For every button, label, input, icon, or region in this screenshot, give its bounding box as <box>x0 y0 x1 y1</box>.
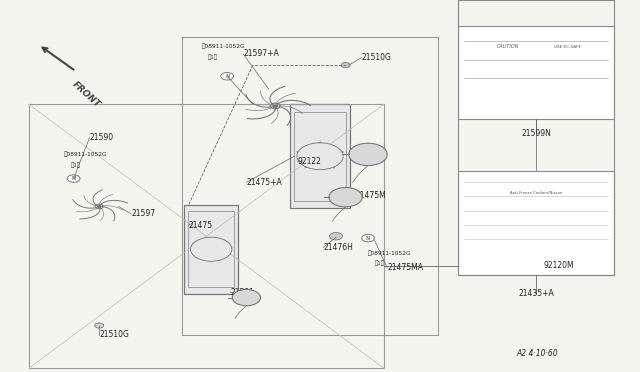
Text: FRONT: FRONT <box>70 80 102 110</box>
Text: （1）: （1） <box>70 162 81 168</box>
Circle shape <box>191 237 232 261</box>
Text: 21599N: 21599N <box>522 129 551 138</box>
Circle shape <box>270 103 280 109</box>
Circle shape <box>317 154 323 158</box>
Circle shape <box>67 175 80 182</box>
Circle shape <box>221 73 234 80</box>
Bar <box>294 112 346 201</box>
Circle shape <box>209 248 214 251</box>
Bar <box>184 205 239 294</box>
Circle shape <box>329 187 362 207</box>
Bar <box>458 26 614 119</box>
Bar <box>188 211 234 287</box>
Circle shape <box>97 205 101 208</box>
Circle shape <box>341 62 350 68</box>
Text: 21435+A: 21435+A <box>518 289 554 298</box>
Text: Anti-Freeze Coolant/Nissan: Anti-Freeze Coolant/Nissan <box>510 192 562 195</box>
Text: CAUTION: CAUTION <box>497 44 519 49</box>
Bar <box>290 104 351 208</box>
Text: 21510G: 21510G <box>362 53 392 62</box>
Text: A2 4·10·60: A2 4·10·60 <box>516 349 559 358</box>
Circle shape <box>95 323 104 328</box>
Text: （1）: （1） <box>208 54 218 60</box>
Text: （1）: （1） <box>374 260 385 266</box>
Text: USE EC-SAFE: USE EC-SAFE <box>554 45 581 48</box>
Text: ⓝ08911-1052G: ⓝ08911-1052G <box>368 250 412 256</box>
Text: 21475MA: 21475MA <box>387 263 423 272</box>
Text: 21475+A: 21475+A <box>246 178 282 187</box>
Circle shape <box>232 289 260 306</box>
Text: 21475M: 21475M <box>355 191 386 200</box>
Text: ⓝ08911-1052G: ⓝ08911-1052G <box>202 44 245 49</box>
Text: 21597+A: 21597+A <box>243 49 279 58</box>
Text: ⓝ08911-1052G: ⓝ08911-1052G <box>64 151 108 157</box>
Text: N: N <box>366 235 370 241</box>
Text: 21476H: 21476H <box>323 243 353 252</box>
Text: 21591: 21591 <box>230 288 254 296</box>
Circle shape <box>210 248 212 250</box>
Text: 21590: 21590 <box>90 133 114 142</box>
Text: N: N <box>225 74 229 79</box>
Text: N: N <box>72 176 76 181</box>
Text: 21510G: 21510G <box>99 330 129 339</box>
Circle shape <box>362 234 374 242</box>
Bar <box>458 171 614 275</box>
Circle shape <box>297 143 343 170</box>
Circle shape <box>330 232 342 240</box>
Text: 92120M: 92120M <box>544 262 575 270</box>
Circle shape <box>273 105 278 108</box>
Circle shape <box>95 204 103 209</box>
Circle shape <box>318 155 322 157</box>
Text: 21475: 21475 <box>189 221 213 230</box>
Text: 21597: 21597 <box>131 209 156 218</box>
Circle shape <box>349 143 387 166</box>
Text: 92122: 92122 <box>298 157 321 166</box>
